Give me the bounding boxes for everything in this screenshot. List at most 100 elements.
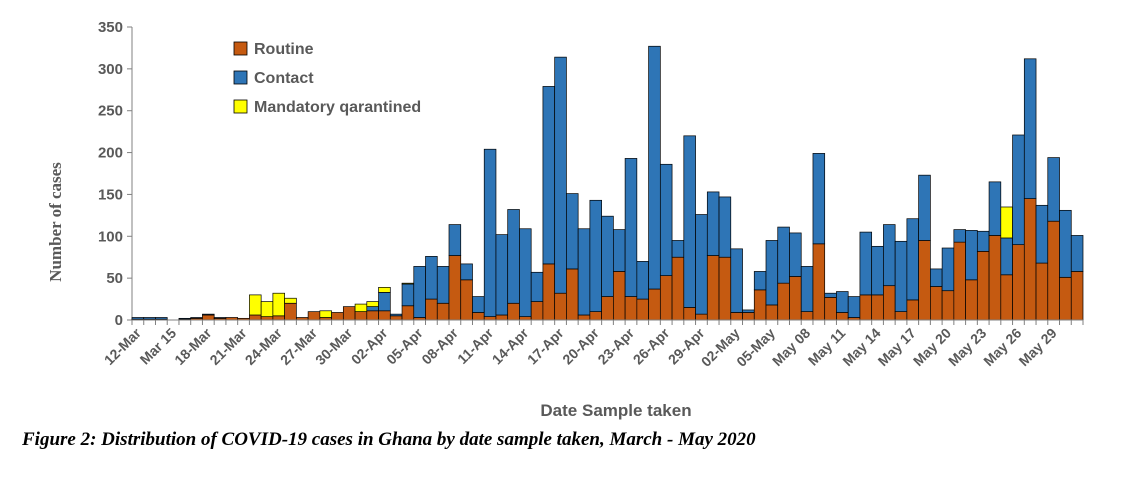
x-tick-label: May 20 <box>910 325 954 369</box>
bar-contact <box>777 226 790 284</box>
x-tick-group: 08-Apr <box>418 324 461 367</box>
x-tick-label: 14-Apr <box>489 324 532 367</box>
bar-contact <box>1059 209 1072 278</box>
bar-contact <box>695 214 708 315</box>
x-tick-label: 24-Mar <box>242 324 286 368</box>
bar-contact <box>1012 134 1025 246</box>
x-tick-label: 23-Apr <box>594 324 637 367</box>
y-axis-title: Number of cases <box>46 162 65 282</box>
bar-contact <box>659 163 673 276</box>
bar-routine <box>671 256 685 321</box>
x-tick-group: May 20 <box>910 325 954 369</box>
bar-routine <box>871 294 884 321</box>
bar-contact <box>507 209 520 304</box>
x-tick-group: 12-Mar <box>101 324 145 368</box>
bar-contact <box>413 266 426 318</box>
bar-routine <box>812 243 826 321</box>
bar-routine <box>1023 198 1037 321</box>
legend: Routine Contact Mandatory qarantined <box>233 41 421 116</box>
bar-contact <box>836 291 849 313</box>
y-axis: 0 50 100 150 200 250 300 350 <box>98 19 133 329</box>
bar-routine <box>941 290 955 321</box>
bar-routine <box>965 279 978 321</box>
bar-contact <box>753 271 767 291</box>
bar-routine <box>800 311 814 321</box>
bar-routine <box>613 271 626 321</box>
bar-mandatory <box>366 301 379 307</box>
bar-contact <box>789 232 802 277</box>
bar-contact <box>965 230 978 281</box>
bar-routine <box>307 311 321 321</box>
x-tick-group: May 14 <box>839 325 883 369</box>
bar-contact <box>483 148 497 317</box>
x-tick-label: 18-Mar <box>171 324 215 368</box>
bar-routine <box>436 302 450 321</box>
x-tick-group: 11-Apr <box>454 324 497 367</box>
bar-contact <box>155 317 168 320</box>
bar-contact <box>730 248 743 313</box>
x-tick-group: 02-May <box>698 325 743 370</box>
x-tick-label: 26-Apr <box>630 324 673 367</box>
bar-contact <box>577 228 591 316</box>
bar-contact <box>706 191 720 256</box>
bar-routine <box>953 241 966 321</box>
bar-routine <box>1047 220 1060 321</box>
bar-routine <box>331 312 344 321</box>
x-tick-label: 11-Apr <box>454 324 497 367</box>
bar-routine <box>648 288 661 321</box>
bar-routine <box>683 307 696 321</box>
bar-contact <box>190 317 203 319</box>
bar-contact <box>589 199 602 312</box>
x-tick-label: 27-Mar <box>277 324 321 368</box>
bar-contact <box>1047 157 1060 222</box>
y-tick-label: 100 <box>98 228 123 245</box>
bar-routine <box>284 302 297 321</box>
x-tick-label: 21-Mar <box>206 324 250 368</box>
bar-routine <box>1059 276 1072 321</box>
bar-mandatory <box>284 297 297 304</box>
bar-contact <box>366 306 379 312</box>
bar-contact <box>648 45 661 290</box>
y-tick-label: 150 <box>98 186 123 203</box>
bar-routine <box>918 240 931 321</box>
bar-routine <box>202 314 215 321</box>
x-tick-label: 12-Mar <box>101 324 145 368</box>
x-axis-title: Date Sample taken <box>540 401 691 420</box>
bar-routine <box>342 306 356 321</box>
bar-contact <box>401 283 415 307</box>
legend-swatch <box>233 70 248 85</box>
bar-routine <box>777 282 790 321</box>
bars <box>131 45 1084 321</box>
bar-contact <box>389 313 403 317</box>
bar-routine <box>366 310 379 321</box>
x-tick-label: May 23 <box>945 325 989 369</box>
x-tick-group: 24-Mar <box>242 324 286 368</box>
legend-label: Contact <box>254 70 314 87</box>
x-tick-group: May 26 <box>980 325 1024 369</box>
bar-contact <box>495 234 509 316</box>
x-tick-group: 30-Mar <box>312 324 356 368</box>
bar-mandatory <box>401 282 415 285</box>
bar-routine <box>930 286 943 321</box>
bar-routine <box>742 312 755 321</box>
bar-routine <box>577 314 591 321</box>
x-tick-group: 23-Apr <box>594 324 637 367</box>
figure-caption: Figure 2: Distribution of COVID-19 cases… <box>22 429 756 450</box>
bar-routine <box>1012 244 1025 321</box>
x-tick-label: 30-Mar <box>312 324 356 368</box>
y-tick-label: 0 <box>115 312 123 329</box>
x-tick-label: May 29 <box>1015 325 1059 369</box>
bar-routine <box>589 311 602 321</box>
bar-contact <box>906 218 919 301</box>
bar-routine <box>624 296 638 321</box>
y-tick-label: 50 <box>106 270 123 287</box>
bar-routine <box>659 275 673 321</box>
y-tick-label: 350 <box>98 19 123 36</box>
x-tick-group: 05-Apr <box>383 324 426 367</box>
bar-routine <box>765 304 779 321</box>
x-tick-group: 05-May <box>733 325 778 370</box>
bar-routine <box>530 301 544 321</box>
bar-routine <box>566 268 579 321</box>
x-tick-label: May 26 <box>980 325 1024 369</box>
